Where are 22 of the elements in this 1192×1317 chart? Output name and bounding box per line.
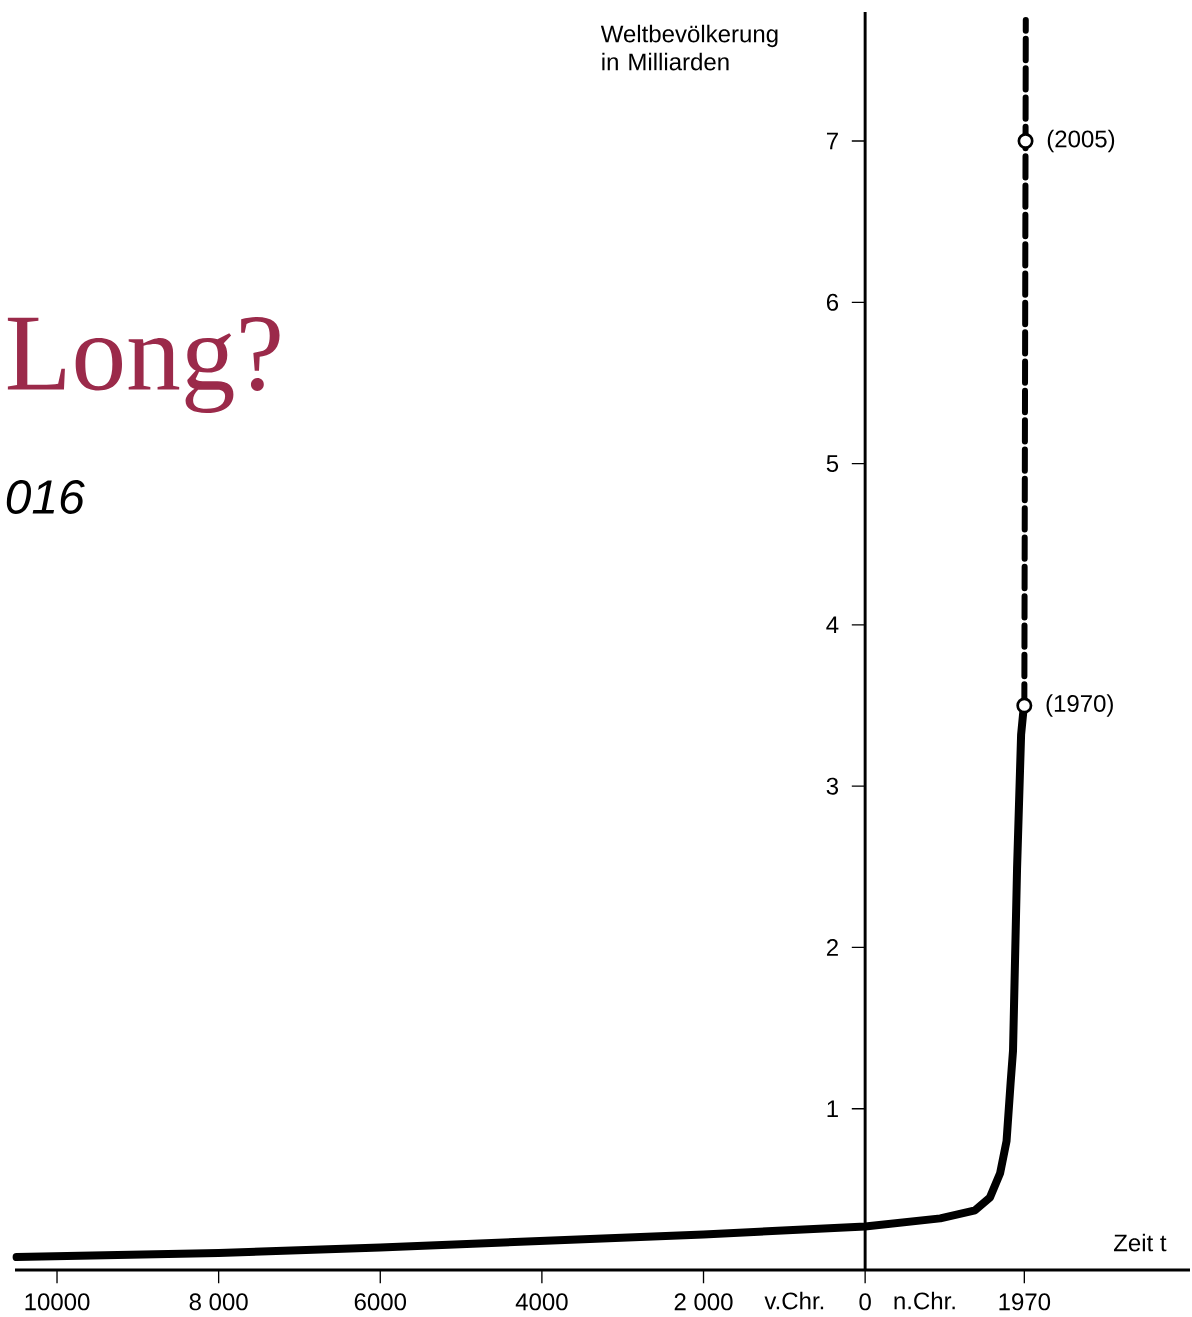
text: n.Chr. <box>894 1291 955 1310</box>
x-tick-label: 6000 <box>354 1293 407 1311</box>
x-tick-label: 4000 <box>515 1293 568 1311</box>
x-tick-label: 10000 <box>25 1293 90 1311</box>
y-tick-label: 7 <box>826 132 838 150</box>
y-axis-title: Weltbevölkerung in Milliarden <box>600 24 778 71</box>
y-tick-label: 3 <box>826 777 839 795</box>
x-tick-label: 2 000 <box>674 1293 733 1311</box>
annotation: Long? <box>7 316 280 413</box>
y-tick-label: 2 <box>826 939 838 956</box>
annotation: (2005) <box>1047 129 1115 153</box>
x-tick-label: 0 <box>859 1293 871 1311</box>
y-tick-label: 1 <box>827 1100 838 1117</box>
x-tick-label: 1970 <box>999 1293 1051 1311</box>
x-tick-label: 8 000 <box>189 1293 248 1311</box>
y-tick-label: 4 <box>826 616 839 634</box>
text: v.Chr. <box>764 1291 824 1310</box>
annotation: 016 <box>6 480 85 514</box>
annotation: (1970) <box>1046 694 1113 717</box>
y-tick-label: 6 <box>826 293 839 311</box>
x-axis-title: Zeit t <box>1113 1233 1167 1252</box>
y-tick-label: 5 <box>826 455 839 472</box>
